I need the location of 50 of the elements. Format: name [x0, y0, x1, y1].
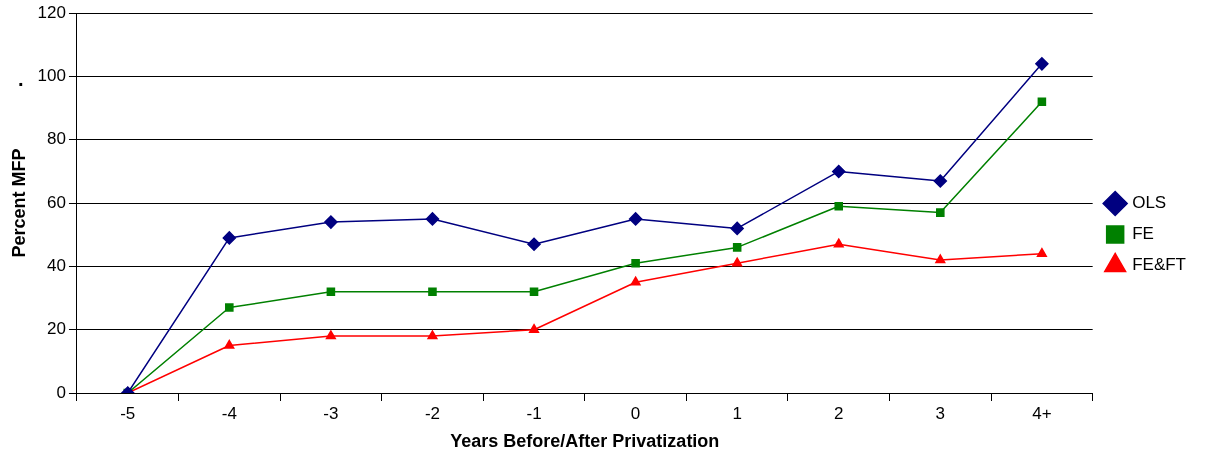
point — [732, 257, 743, 267]
legend-label: FE&FT — [1132, 255, 1187, 275]
x-axis-title: Years Before/After Privatization — [450, 431, 720, 452]
point — [326, 287, 336, 297]
x-tick-label: -3 — [323, 403, 339, 423]
point — [527, 237, 541, 251]
y-tick-label: 80 — [47, 129, 66, 149]
y-tick-label: 100 — [37, 66, 66, 86]
point — [935, 254, 946, 264]
point — [428, 287, 437, 297]
point — [1037, 97, 1047, 107]
y-axis-title: Percent MFP — [8, 148, 29, 258]
point — [325, 330, 336, 340]
x-tick-label: 4+ — [1032, 403, 1052, 423]
point — [933, 174, 948, 188]
y-tick-label: 40 — [47, 256, 66, 276]
x-tick-label: 1 — [732, 403, 742, 423]
y-tick-label: 0 — [56, 382, 66, 402]
y-tick-label: 20 — [47, 319, 66, 339]
point — [324, 215, 338, 229]
point — [732, 243, 742, 252]
y-tick-label: 60 — [47, 192, 66, 212]
point — [936, 208, 945, 217]
point — [529, 287, 539, 297]
point — [831, 164, 846, 179]
point — [225, 303, 234, 312]
x-tick-label: 3 — [935, 403, 946, 423]
text: . — [18, 68, 24, 91]
x-tick-label: -5 — [120, 403, 136, 423]
point — [1035, 57, 1049, 71]
x-tick-label: -1 — [526, 403, 542, 423]
point — [222, 231, 237, 245]
point — [425, 212, 440, 226]
point — [224, 339, 235, 349]
x-tick-label: -2 — [424, 403, 441, 423]
point — [834, 201, 844, 211]
point — [730, 221, 744, 236]
point — [631, 258, 640, 268]
point — [630, 276, 641, 286]
point — [427, 330, 438, 340]
point — [1036, 247, 1047, 257]
legend-label: OLS — [1132, 193, 1167, 213]
x-tick-label: -4 — [221, 403, 237, 423]
legend-label: FE — [1132, 224, 1154, 244]
x-tick-label: 0 — [630, 403, 641, 423]
x-tick-label: 2 — [834, 403, 844, 423]
point — [528, 323, 540, 333]
point — [628, 212, 643, 226]
y-tick-label: 120 — [37, 2, 66, 22]
point — [833, 238, 844, 248]
